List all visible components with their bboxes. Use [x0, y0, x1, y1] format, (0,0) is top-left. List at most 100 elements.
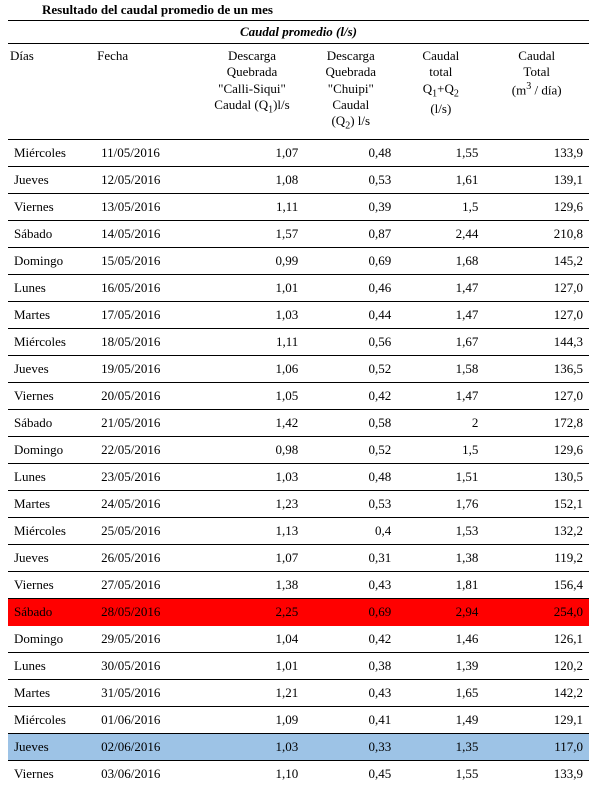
cell-m3: 127,0 — [484, 383, 589, 410]
cell-m3: 129,1 — [484, 707, 589, 734]
cell-q1: 1,09 — [200, 707, 305, 734]
table-row: Domingo15/05/20160,990,691,68145,2 — [8, 248, 589, 275]
cell-dias: Sábado — [8, 410, 95, 437]
header-q1-l3: "Calli-Siqui" — [218, 81, 286, 96]
cell-fecha: 25/05/2016 — [95, 518, 200, 545]
cell-qt: 1,46 — [397, 626, 484, 653]
cell-q2: 0,33 — [304, 734, 397, 761]
table-caption: Caudal promedio (l/s) — [8, 20, 589, 44]
cell-q2: 0,69 — [304, 248, 397, 275]
cell-q1: 1,01 — [200, 275, 305, 302]
header-q1: Descarga Quebrada "Calli-Siqui" Caudal (… — [200, 44, 305, 140]
header-qt: Caudal total Q1+Q2 (l/s) — [397, 44, 484, 140]
cell-dias: Miércoles — [8, 518, 95, 545]
table-row: Viernes13/05/20161,110,391,5129,6 — [8, 194, 589, 221]
cell-fecha: 28/05/2016 — [95, 599, 200, 626]
table-row: Jueves26/05/20161,070,311,38119,2 — [8, 545, 589, 572]
cell-m3: 117,0 — [484, 734, 589, 761]
table-row: Lunes23/05/20161,030,481,51130,5 — [8, 464, 589, 491]
cell-q1: 1,01 — [200, 653, 305, 680]
cell-dias: Jueves — [8, 545, 95, 572]
table-row: Domingo29/05/20161,040,421,46126,1 — [8, 626, 589, 653]
table-row: Lunes16/05/20161,010,461,47127,0 — [8, 275, 589, 302]
cell-q1: 1,57 — [200, 221, 305, 248]
cell-qt: 1,76 — [397, 491, 484, 518]
cell-fecha: 20/05/2016 — [95, 383, 200, 410]
header-qt-l3b: +Q — [437, 81, 454, 96]
cell-qt: 2 — [397, 410, 484, 437]
cell-m3: 145,2 — [484, 248, 589, 275]
header-m3: Caudal Total (m3 / día) — [484, 44, 589, 140]
table-row: Miércoles11/05/20161,070,481,55133,9 — [8, 140, 589, 167]
cell-fecha: 27/05/2016 — [95, 572, 200, 599]
cell-m3: 254,0 — [484, 599, 589, 626]
cell-m3: 210,8 — [484, 221, 589, 248]
page-container: Resultado del caudal promedio de un mes … — [0, 0, 597, 787]
cell-dias: Lunes — [8, 464, 95, 491]
cell-m3: 127,0 — [484, 275, 589, 302]
cell-m3: 129,6 — [484, 194, 589, 221]
cell-dias: Lunes — [8, 275, 95, 302]
cell-fecha: 02/06/2016 — [95, 734, 200, 761]
cell-dias: Domingo — [8, 248, 95, 275]
cell-qt: 2,44 — [397, 221, 484, 248]
cell-m3: 127,0 — [484, 302, 589, 329]
cell-qt: 1,35 — [397, 734, 484, 761]
cell-q2: 0,45 — [304, 761, 397, 787]
header-q1-l4a: Caudal (Q — [214, 97, 268, 112]
table-row: Sábado21/05/20161,420,582172,8 — [8, 410, 589, 437]
cell-qt: 1,81 — [397, 572, 484, 599]
cell-q2: 0,4 — [304, 518, 397, 545]
header-q2-l5a: (Q — [331, 113, 345, 128]
cell-q1: 1,13 — [200, 518, 305, 545]
cell-fecha: 19/05/2016 — [95, 356, 200, 383]
table-header: Días Fecha Descarga Quebrada "Calli-Siqu… — [8, 44, 589, 140]
cell-qt: 1,61 — [397, 167, 484, 194]
cell-fecha: 30/05/2016 — [95, 653, 200, 680]
cell-q2: 0,44 — [304, 302, 397, 329]
cell-m3: 129,6 — [484, 437, 589, 464]
table-row: Sábado14/05/20161,570,872,44210,8 — [8, 221, 589, 248]
table-row: Martes17/05/20161,030,441,47127,0 — [8, 302, 589, 329]
cell-m3: 132,2 — [484, 518, 589, 545]
cell-dias: Jueves — [8, 734, 95, 761]
header-m3-l3b: / día) — [531, 82, 561, 97]
cell-m3: 152,1 — [484, 491, 589, 518]
cell-dias: Martes — [8, 302, 95, 329]
cell-q1: 1,11 — [200, 194, 305, 221]
cell-dias: Sábado — [8, 599, 95, 626]
cell-q2: 0,48 — [304, 140, 397, 167]
header-qt-l3a: Q — [423, 81, 432, 96]
cell-q2: 0,38 — [304, 653, 397, 680]
cell-fecha: 03/06/2016 — [95, 761, 200, 787]
cell-q1: 1,23 — [200, 491, 305, 518]
cell-dias: Viernes — [8, 194, 95, 221]
cell-m3: 139,1 — [484, 167, 589, 194]
header-fecha: Fecha — [95, 44, 200, 140]
cell-qt: 1,65 — [397, 680, 484, 707]
cell-q2: 0,43 — [304, 680, 397, 707]
cell-qt: 1,51 — [397, 464, 484, 491]
cell-dias: Miércoles — [8, 329, 95, 356]
cell-q1: 1,42 — [200, 410, 305, 437]
cell-dias: Domingo — [8, 437, 95, 464]
cell-fecha: 12/05/2016 — [95, 167, 200, 194]
cell-m3: 144,3 — [484, 329, 589, 356]
cell-fecha: 15/05/2016 — [95, 248, 200, 275]
cell-q1: 1,03 — [200, 734, 305, 761]
cell-q1: 1,08 — [200, 167, 305, 194]
cell-q1: 1,04 — [200, 626, 305, 653]
cell-qt: 1,47 — [397, 275, 484, 302]
cell-fecha: 26/05/2016 — [95, 545, 200, 572]
cell-m3: 120,2 — [484, 653, 589, 680]
header-q2-l3: "Chuipi" — [328, 81, 374, 96]
cell-dias: Jueves — [8, 167, 95, 194]
cell-q2: 0,46 — [304, 275, 397, 302]
cell-fecha: 17/05/2016 — [95, 302, 200, 329]
header-q2-l1: Descarga — [327, 48, 375, 63]
header-q2-l2: Quebrada — [326, 64, 377, 79]
cell-qt: 1,67 — [397, 329, 484, 356]
cell-q1: 1,21 — [200, 680, 305, 707]
cell-q1: 0,98 — [200, 437, 305, 464]
cell-dias: Miércoles — [8, 140, 95, 167]
